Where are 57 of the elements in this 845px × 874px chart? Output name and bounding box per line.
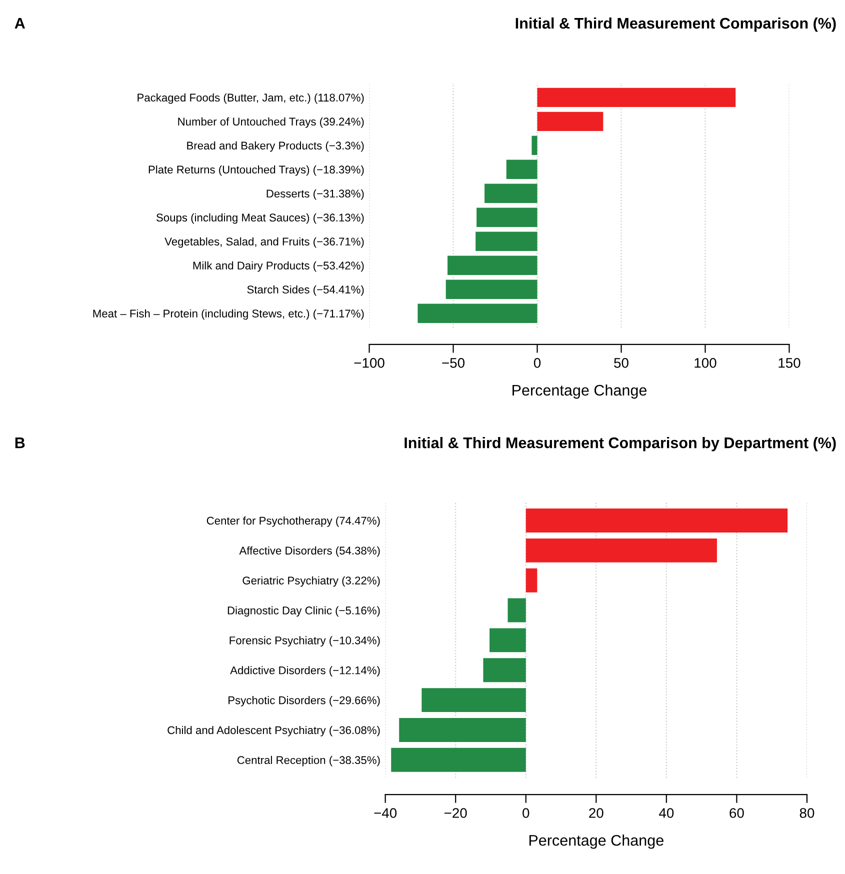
x-tick-label: 40 (659, 808, 674, 818)
y-tick-label: Packaged Foods (Butter, Jam, etc.) (118.07%) (138, 93, 364, 104)
x-tick-label: −50 (442, 358, 464, 368)
y-tick-label: Milk and Dairy Products (−53.42%) (193, 261, 364, 272)
y-tick-label: Psychotic Disorders (−29.66%) (228, 696, 380, 706)
bar (537, 112, 604, 132)
x-tick-label: −40 (374, 808, 397, 818)
bar (532, 136, 538, 156)
bar (418, 304, 538, 323)
x-axis-title: Percentage Change (512, 384, 647, 399)
x-tick-label: 20 (589, 808, 604, 818)
y-tick-label: Bread and Bakery Products (−3.3%) (187, 141, 364, 152)
y-tick-label: Desserts (−31.38%) (266, 189, 364, 200)
y-tick-label: Plate Returns (Untouched Trays) (−18.39%) (148, 165, 364, 176)
bar (526, 538, 717, 562)
y-tick-label: Starch Sides (−54.41%) (247, 285, 364, 296)
chart-title: Initial & Third Measurement Comparison by Department (%) (404, 437, 836, 452)
x-tick-label: 50 (614, 358, 628, 368)
bar (476, 208, 538, 227)
y-tick-label: Soups (including Meat Sauces) (−36.13%) (156, 213, 364, 224)
x-axis-title: Percentage Change (529, 834, 664, 849)
x-tick-label: 0 (522, 808, 530, 818)
x-tick-label: 100 (694, 358, 716, 368)
text: B (15, 438, 25, 448)
bar (483, 658, 526, 682)
y-tick-label: Center for Psychotherapy (74.47%) (206, 516, 380, 527)
bar (506, 160, 538, 179)
y-tick-label: Meat – Fish – Protein (including Stews, etc.) (−71.17%) (93, 309, 364, 320)
y-tick-label: Geriatric Psychiatry (3.22%) (242, 576, 380, 587)
x-tick-label: 60 (730, 808, 744, 818)
bar (484, 184, 538, 203)
bar (448, 256, 538, 275)
bar (526, 568, 538, 592)
bar (526, 508, 788, 532)
bar (476, 232, 538, 251)
y-tick-label: Forensic Psychiatry (−10.34%) (230, 636, 380, 647)
y-tick-label: Vegetables, Salad, and Fruits (−36.71%) (164, 237, 364, 248)
y-tick-label: Affective Disorders (54.38%) (239, 546, 380, 557)
bar (422, 688, 526, 712)
y-tick-label: Number of Untouched Trays (39.24%) (178, 117, 364, 128)
bar (490, 628, 526, 652)
bar (537, 88, 736, 108)
y-tick-label: Diagnostic Day Clinic (−5.16%) (228, 606, 380, 617)
y-tick-label: Child and Adolescent Psychiatry (−36.08%) (168, 726, 380, 736)
x-tick-label: 0 (534, 358, 541, 368)
bar (446, 280, 538, 299)
chart-title: Initial & Third Measurement Comparison (%) (516, 17, 836, 32)
x-tick-label: −100 (354, 358, 384, 368)
x-tick-label: 80 (800, 808, 814, 818)
x-tick-label: 150 (778, 358, 800, 368)
bar (391, 748, 526, 772)
x-tick-label: −20 (444, 808, 467, 818)
bar (399, 718, 526, 742)
bar (508, 598, 526, 622)
y-tick-label: Central Reception (−38.35%) (237, 756, 380, 766)
text: A (14, 18, 25, 29)
y-tick-label: Addictive Disorders (−12.14%) (230, 666, 380, 676)
